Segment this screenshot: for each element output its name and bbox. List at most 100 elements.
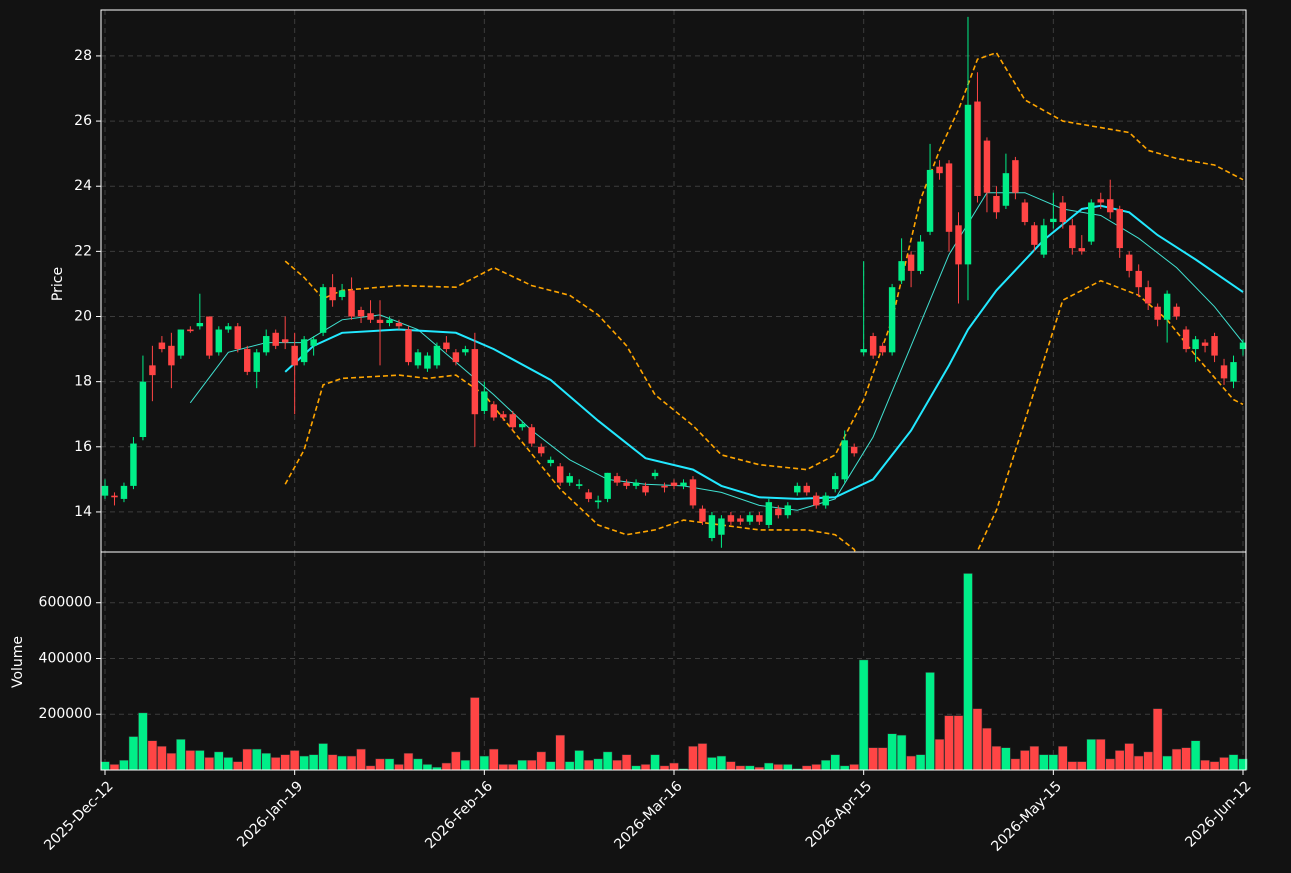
candle-body [433, 345, 441, 366]
volume-bar [508, 764, 518, 771]
volume-bar [612, 759, 622, 771]
volume-bar [337, 755, 347, 771]
volume-bar [479, 755, 490, 771]
candle-body [500, 414, 507, 418]
volume-bar [877, 747, 888, 771]
volume-bar [783, 764, 793, 771]
volume-bar [726, 761, 736, 771]
volume-bar [270, 757, 281, 771]
volume-bar [1058, 746, 1068, 771]
volume-bar [470, 697, 480, 771]
volume-bar [138, 712, 148, 771]
volume-bar [119, 759, 129, 771]
candle-body [974, 101, 981, 196]
volume-bars [100, 573, 1248, 771]
volume-bar [934, 739, 945, 771]
volume-bar [223, 757, 233, 771]
candle-body [177, 329, 185, 356]
volume-bar [858, 659, 869, 771]
volume-bar [375, 758, 385, 771]
candle-body [376, 319, 384, 324]
volume-bar [583, 759, 594, 771]
candle-body [822, 495, 829, 506]
volume-bar [887, 733, 897, 771]
volume-bar [403, 753, 414, 771]
candle-body [1069, 225, 1076, 249]
candle-body [149, 365, 156, 376]
candle-body [1088, 202, 1095, 242]
candle-body [1097, 199, 1104, 203]
candle-body [329, 287, 336, 301]
candle-body [1220, 365, 1228, 379]
volume-bar [1029, 746, 1040, 771]
candle-body [765, 502, 773, 525]
candle-body [983, 140, 991, 193]
volume-bar [849, 764, 859, 771]
y-tick-label: 18 [74, 374, 92, 390]
volume-bar [631, 765, 641, 771]
volume-bar [764, 762, 774, 771]
volume-bar [640, 764, 651, 771]
candle-body [443, 342, 450, 350]
candle-body [594, 500, 602, 503]
volume-bar [214, 751, 224, 771]
volume-tick-label: 600000 [39, 595, 92, 611]
volume-bar [451, 751, 461, 771]
volume-bar [896, 734, 907, 771]
candle-body [1107, 199, 1114, 213]
volume-bar [621, 754, 632, 771]
candle-body [187, 329, 194, 332]
candle-body [395, 323, 403, 327]
candle-body [338, 290, 346, 297]
volume-bar [915, 754, 926, 771]
volume-bar [839, 765, 850, 771]
volume-bar [261, 753, 271, 771]
candle-body [917, 241, 924, 271]
candle-body [737, 518, 744, 522]
y-tick-label: 28 [74, 48, 92, 64]
candle-body [898, 261, 905, 281]
volume-bar [1143, 751, 1153, 771]
volume-bar [564, 761, 575, 771]
volume-bar [498, 764, 509, 771]
volume-bar [365, 765, 376, 771]
volume-bar [773, 764, 784, 771]
candle-body [244, 349, 251, 372]
candle-body [784, 505, 792, 516]
candle-body [1154, 306, 1161, 320]
candle-body [528, 427, 535, 444]
candle-body [168, 345, 175, 366]
volume-bar [460, 759, 471, 771]
volume-bar [318, 743, 328, 771]
volume-bar [1067, 761, 1078, 771]
candle-body [746, 515, 754, 522]
volume-bar [745, 765, 755, 771]
candle-body [794, 485, 801, 493]
volume-bar [176, 739, 186, 771]
volume-bar [1162, 755, 1172, 771]
volume-bar [963, 573, 973, 771]
volume-bar [1200, 759, 1210, 771]
volume-bar [1228, 754, 1239, 771]
volume-bar [1115, 750, 1125, 771]
candle-body [386, 319, 393, 324]
volume-bar [441, 762, 452, 771]
candle-body [310, 339, 317, 346]
candle-body [670, 482, 678, 486]
candle-body [1012, 160, 1019, 193]
candle-body [1031, 225, 1038, 245]
volume-bar [1001, 747, 1011, 771]
candle-body [1192, 339, 1199, 350]
candle-body [850, 446, 858, 454]
volume-bar [1181, 747, 1191, 771]
candle-body [651, 472, 659, 477]
volume-bar [1190, 740, 1201, 771]
volume-bar [109, 764, 120, 771]
candle-body [234, 326, 241, 350]
candle-body [803, 485, 810, 493]
candle-body [936, 166, 943, 174]
volume-bar [1096, 739, 1106, 771]
volume-frame [100, 551, 1247, 771]
candle-body [831, 476, 839, 490]
